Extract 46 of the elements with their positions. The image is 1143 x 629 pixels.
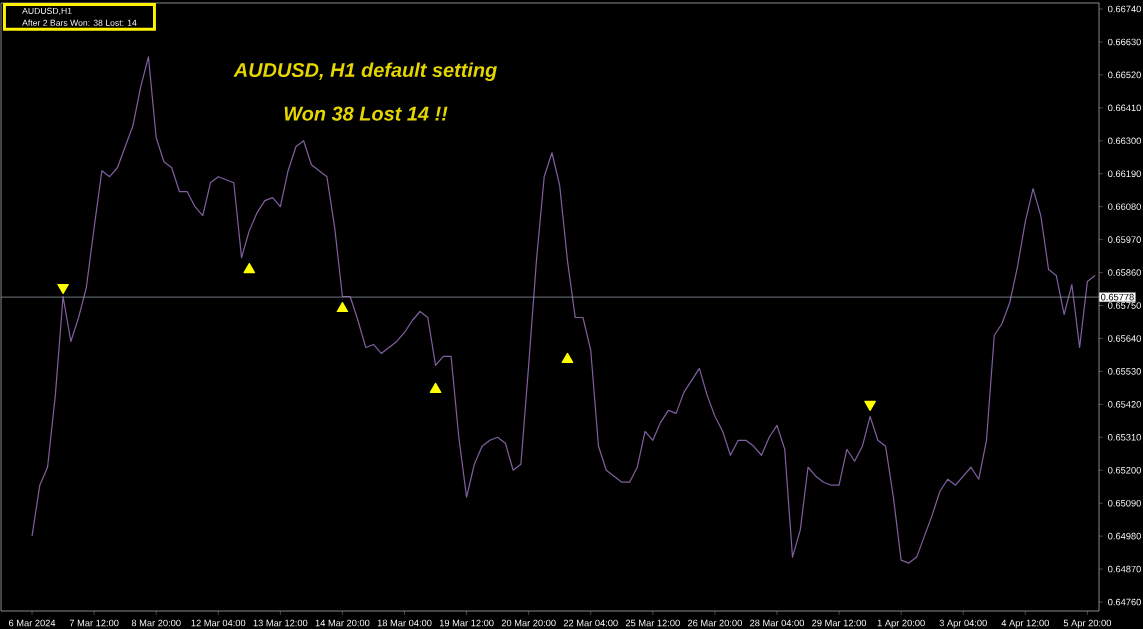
- x-tick-label: 7 Mar 12:00: [69, 619, 119, 627]
- text: AUDUSD, H1 default setting: [233, 62, 497, 81]
- y-tick-label: 0.66080: [1108, 203, 1141, 210]
- ref-line-label: 0.65778: [1100, 293, 1134, 301]
- y-tick-label: 0.65530: [1108, 368, 1141, 375]
- x-tick-label: 4 Apr 12:00: [1001, 619, 1049, 629]
- y-tick-label: 0.65970: [1108, 236, 1141, 243]
- x-tick-label: 18 Mar 04:00: [377, 619, 432, 627]
- x-tick-label: 19 Mar 12:00: [439, 619, 494, 627]
- point: [561, 352, 574, 364]
- x-tick-label: 28 Mar 04:00: [750, 619, 804, 627]
- x-tick-label: 20 Mar 20:00: [501, 619, 556, 627]
- x-tick-label: 14 Mar 20:00: [315, 619, 370, 627]
- x-tick-label: 1 Apr 20:00: [877, 619, 925, 629]
- x-tick-label: 13 Mar 12:00: [253, 619, 308, 627]
- y-tick-label: 0.65750: [1108, 302, 1141, 309]
- x-tick-label: 29 Mar 12:00: [812, 619, 867, 627]
- y-tick-label: 0.65420: [1108, 401, 1141, 408]
- y-tick-label: 0.65090: [1108, 499, 1141, 507]
- point: [243, 262, 256, 274]
- y-tick-label: 0.66300: [1108, 137, 1141, 145]
- y-tick-label: 0.66190: [1108, 170, 1141, 178]
- annotation: AUDUSD,H1: [22, 7, 72, 15]
- x-tick-label: 12 Mar 04:00: [191, 619, 246, 627]
- point: [429, 382, 442, 393]
- y-tick-label: 0.65310: [1108, 434, 1141, 441]
- x-tick-label: 3 Apr 04:00: [939, 619, 987, 629]
- y-tick-label: 0.66740: [1108, 5, 1141, 13]
- y-tick-label: 0.65860: [1108, 269, 1141, 276]
- y-tick-label: 0.65200: [1108, 466, 1141, 474]
- text: Won 38 Lost 14 !!: [284, 106, 448, 121]
- x-tick-label: 25 Mar 12:00: [625, 619, 680, 627]
- x-tick-label: 6 Mar 2024: [9, 619, 56, 627]
- x-tick-label: 26 Mar 20:00: [687, 619, 742, 627]
- annotation: After 2 Bars Won: 38 Lost: 14: [22, 19, 137, 26]
- y-tick-label: 0.64870: [1108, 565, 1141, 573]
- y-tick-label: 0.64760: [1108, 598, 1141, 606]
- y-tick-label: 0.65640: [1108, 335, 1141, 342]
- x-tick-label: 5 Apr 20:00: [1063, 619, 1112, 629]
- y-tick-label: 0.66630: [1108, 38, 1141, 46]
- y-tick-label: 0.64980: [1108, 532, 1141, 540]
- y-tick-label: 0.66410: [1108, 104, 1141, 112]
- x-tick-label: 22 Mar 04:00: [563, 619, 618, 627]
- point: [336, 301, 349, 313]
- x-tick-label: 8 Mar 20:00: [131, 619, 181, 627]
- y-tick-label: 0.66520: [1108, 71, 1141, 79]
